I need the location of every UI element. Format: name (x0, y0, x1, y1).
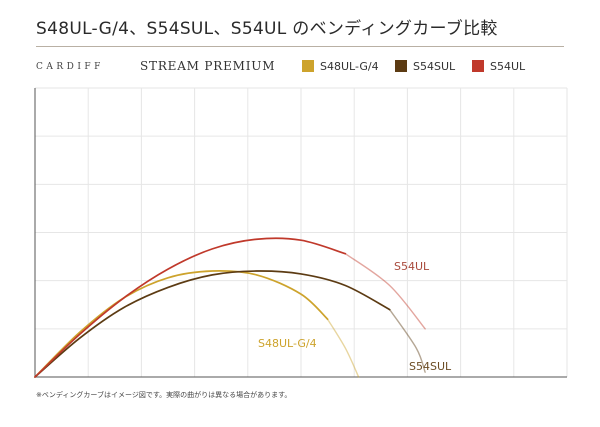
chart-title: S48UL-G/4、S54SUL、S54UL のベンディングカーブ比較 (36, 19, 498, 39)
annotation-s54sul: S54SUL (409, 360, 452, 373)
legend-label: S54SUL (413, 59, 456, 73)
footnote: ※ベンディングカーブはイメージ図です。実際の曲がりは異なる場合があります。 (36, 391, 292, 399)
legend-swatch (302, 60, 314, 72)
series-line-tail-s54sul (388, 308, 426, 373)
brand-logo: CARDIFF (36, 62, 104, 72)
legend-item-s54ul: S54UL (472, 58, 525, 74)
annotation-s54ul: S54UL (394, 260, 430, 273)
title-divider (36, 46, 564, 47)
product-name: STREAM PREMIUM (140, 59, 276, 73)
legend-label: S54UL (490, 59, 526, 73)
annotation-s48ul-g-4: S48UL-G/4 (258, 337, 317, 350)
series-line-s48ul-g-4 (34, 270, 329, 378)
series-line-s54sul (34, 270, 391, 378)
series-line-tail-s48ul-g-4 (326, 318, 360, 378)
legend-item-s48ul-g4: S48UL-G/4 (302, 58, 379, 74)
legend-label: S48UL-G/4 (320, 59, 379, 73)
legend-swatch (472, 60, 484, 72)
legend-item-s54sul: S54SUL (395, 58, 455, 74)
series-line-tail-s54ul (344, 252, 426, 330)
series-line-s54ul (34, 237, 347, 378)
legend-swatch (395, 60, 407, 72)
